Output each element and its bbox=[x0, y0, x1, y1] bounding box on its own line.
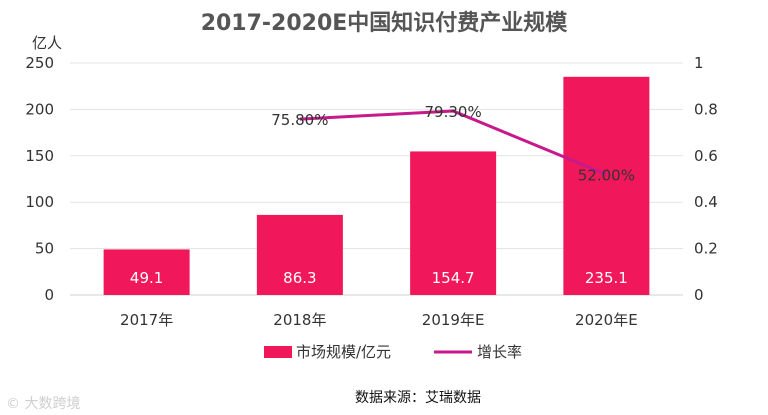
y2-axis-ticks: 0 0.2 0.4 0.6 0.8 1 bbox=[694, 54, 718, 304]
x-tick-label: 2018年 bbox=[273, 311, 326, 329]
y-tick-label: 0 bbox=[44, 286, 54, 304]
bar-value-label: 154.7 bbox=[432, 269, 475, 287]
source-note: 数据来源：艾瑞数据 bbox=[355, 390, 481, 406]
x-tick-label: 2017年 bbox=[120, 311, 173, 329]
growth-rate-line bbox=[299, 109, 607, 176]
y2-tick-label: 1 bbox=[694, 54, 704, 72]
bar bbox=[103, 249, 190, 295]
y2-tick-label: 0.6 bbox=[694, 147, 718, 165]
bar-value-label: 49.1 bbox=[130, 269, 163, 287]
y2-tick-label: 0.2 bbox=[694, 240, 718, 258]
x-tick-label: 2019年E bbox=[422, 311, 485, 329]
line-value-label: 79.30% bbox=[425, 103, 482, 121]
chart-title: 2017-2020E中国知识付费产业规模 bbox=[201, 10, 569, 36]
bar bbox=[256, 214, 343, 295]
legend-label-bar: 市场规模/亿元 bbox=[296, 343, 391, 361]
watermark: © 大数跨境 bbox=[6, 396, 80, 412]
y-tick-label: 200 bbox=[25, 100, 54, 118]
line-labels: 75.80% 79.30% 52.00% bbox=[271, 103, 635, 184]
y-tick-label: 250 bbox=[25, 54, 54, 72]
line-value-label: 52.00% bbox=[578, 166, 635, 184]
bar bbox=[410, 151, 497, 295]
y2-tick-label: 0 bbox=[694, 286, 704, 304]
y-axis-ticks: 0 50 100 150 200 250 bbox=[25, 54, 54, 304]
y-axis-label: 亿人 bbox=[32, 34, 62, 52]
x-tick-label: 2020年E bbox=[575, 311, 638, 329]
y-tick-label: 100 bbox=[25, 193, 54, 211]
x-axis-ticks: 2017年 2018年 2019年E 2020年E bbox=[120, 311, 638, 329]
legend-swatch-bar bbox=[264, 346, 292, 358]
y2-tick-label: 0.8 bbox=[694, 100, 718, 118]
legend: 市场规模/亿元 增长率 bbox=[264, 343, 522, 361]
bar-value-label: 86.3 bbox=[283, 269, 316, 287]
bar-series bbox=[103, 76, 650, 295]
bar-labels: 49.1 86.3 154.7 235.1 bbox=[130, 269, 628, 287]
line-series bbox=[299, 109, 607, 176]
legend-label-line: 增长率 bbox=[477, 343, 522, 361]
bar bbox=[563, 76, 650, 295]
y-tick-label: 50 bbox=[35, 240, 54, 258]
y2-tick-label: 0.4 bbox=[694, 193, 718, 211]
line-value-label: 75.80% bbox=[271, 111, 328, 129]
y-tick-label: 150 bbox=[25, 147, 54, 165]
bar-value-label: 235.1 bbox=[585, 269, 628, 287]
